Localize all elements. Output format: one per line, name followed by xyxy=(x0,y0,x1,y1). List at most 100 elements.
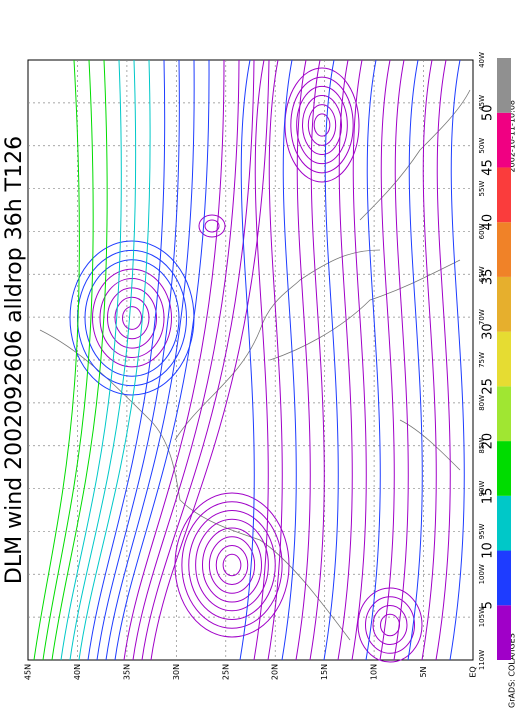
streamline xyxy=(51,59,108,661)
streamline xyxy=(181,501,283,629)
lat-label: 15N xyxy=(320,664,329,680)
streamline xyxy=(202,527,262,603)
streamline xyxy=(114,296,150,340)
streamline xyxy=(150,59,270,661)
streamline xyxy=(281,59,297,661)
streamline xyxy=(123,59,225,661)
colorbar-label: 5 xyxy=(481,601,496,609)
lat-label: 45N xyxy=(24,664,33,680)
colorbar-segment xyxy=(497,167,511,223)
colorbar-segment xyxy=(497,276,511,332)
lat-label: 5N xyxy=(419,666,428,677)
lon-label: 80W xyxy=(478,395,486,411)
streamline xyxy=(351,59,367,661)
credit: GrADS: COLA/IGES xyxy=(508,633,517,708)
streamline xyxy=(204,219,220,233)
colorbar-segment xyxy=(497,58,511,113)
colorbar-label: 20 xyxy=(481,433,496,450)
streamline xyxy=(290,76,354,174)
colorbar-segment xyxy=(497,605,511,660)
streamline xyxy=(114,59,210,661)
streamline xyxy=(122,306,142,330)
colorbar-label: 35 xyxy=(481,269,496,286)
lon-label: 40W xyxy=(478,52,486,68)
colorbar-segment xyxy=(497,386,511,442)
lon-label: 100W xyxy=(478,564,486,584)
streamline xyxy=(188,510,276,620)
colorbar-label: 30 xyxy=(481,323,496,340)
streamline xyxy=(309,59,325,661)
streamline xyxy=(302,95,342,155)
streamline xyxy=(372,605,408,645)
lat-label: 10N xyxy=(370,664,379,680)
lon-label: 50W xyxy=(478,138,486,154)
lon-label: 85W xyxy=(478,438,486,454)
streamline xyxy=(435,59,451,661)
streamline xyxy=(222,553,242,577)
colorbar-label: 50 xyxy=(481,104,496,121)
lat-label: 35N xyxy=(122,664,131,680)
streamline xyxy=(323,59,339,661)
lon-label: 55W xyxy=(478,181,486,197)
streamline xyxy=(313,113,331,137)
colorbar-segment xyxy=(497,550,511,606)
streamline xyxy=(284,67,360,183)
lon-label: 60W xyxy=(478,223,486,239)
streamline xyxy=(393,59,409,661)
lat-label: 30N xyxy=(172,664,181,680)
streamline xyxy=(407,59,423,661)
lon-label: 65W xyxy=(478,266,486,282)
lat-label: EQ xyxy=(469,666,478,677)
streamline xyxy=(87,59,166,661)
streamline xyxy=(449,59,465,661)
streamline xyxy=(132,59,240,661)
streamline xyxy=(379,59,395,661)
streamline xyxy=(215,545,249,585)
colorbar-segment xyxy=(497,222,511,277)
colorbar-segment xyxy=(497,441,511,496)
streamline xyxy=(77,249,187,387)
streamline xyxy=(239,59,255,661)
colorbar-label: 40 xyxy=(481,214,496,231)
colorbar-label: 25 xyxy=(481,378,496,395)
timestamp: 2002-10-11-10:08 xyxy=(508,100,517,172)
colorbar-label: 45 xyxy=(481,159,496,176)
streamline xyxy=(267,59,283,661)
streamline xyxy=(92,268,172,368)
colorbar-label: 10 xyxy=(481,542,496,559)
streamline xyxy=(365,59,381,661)
streamline xyxy=(195,518,269,612)
lon-label: 90W xyxy=(478,481,486,497)
streamline xyxy=(208,536,256,594)
colorbar-segment xyxy=(497,331,511,387)
streamline xyxy=(105,59,195,661)
colorbar-segment xyxy=(497,112,511,168)
colorbar-label: 15 xyxy=(481,488,496,505)
streamline xyxy=(421,59,437,661)
streamlines xyxy=(33,59,465,663)
lon-label: 75W xyxy=(478,352,486,368)
lat-label: 20N xyxy=(271,664,280,680)
lon-label: 70W xyxy=(478,309,486,325)
streamline xyxy=(60,59,122,661)
streamline xyxy=(42,59,94,661)
streamline xyxy=(141,59,255,661)
streamline xyxy=(357,587,423,663)
lat-label: 40N xyxy=(73,664,82,680)
streamline xyxy=(78,59,151,661)
streamline xyxy=(296,85,348,165)
streamline xyxy=(337,59,353,661)
lon-label: 110W xyxy=(478,650,486,670)
streamline xyxy=(33,59,80,661)
colorbar-segment xyxy=(497,495,511,551)
streamline xyxy=(96,59,180,661)
streamline xyxy=(253,59,269,661)
lat-label: 25N xyxy=(221,664,230,680)
lon-label: 95W xyxy=(478,523,486,539)
streamline xyxy=(84,259,180,377)
streamline xyxy=(295,59,311,661)
lon-label: 45W xyxy=(478,95,486,111)
streamline xyxy=(198,214,226,238)
streamline xyxy=(365,596,415,654)
